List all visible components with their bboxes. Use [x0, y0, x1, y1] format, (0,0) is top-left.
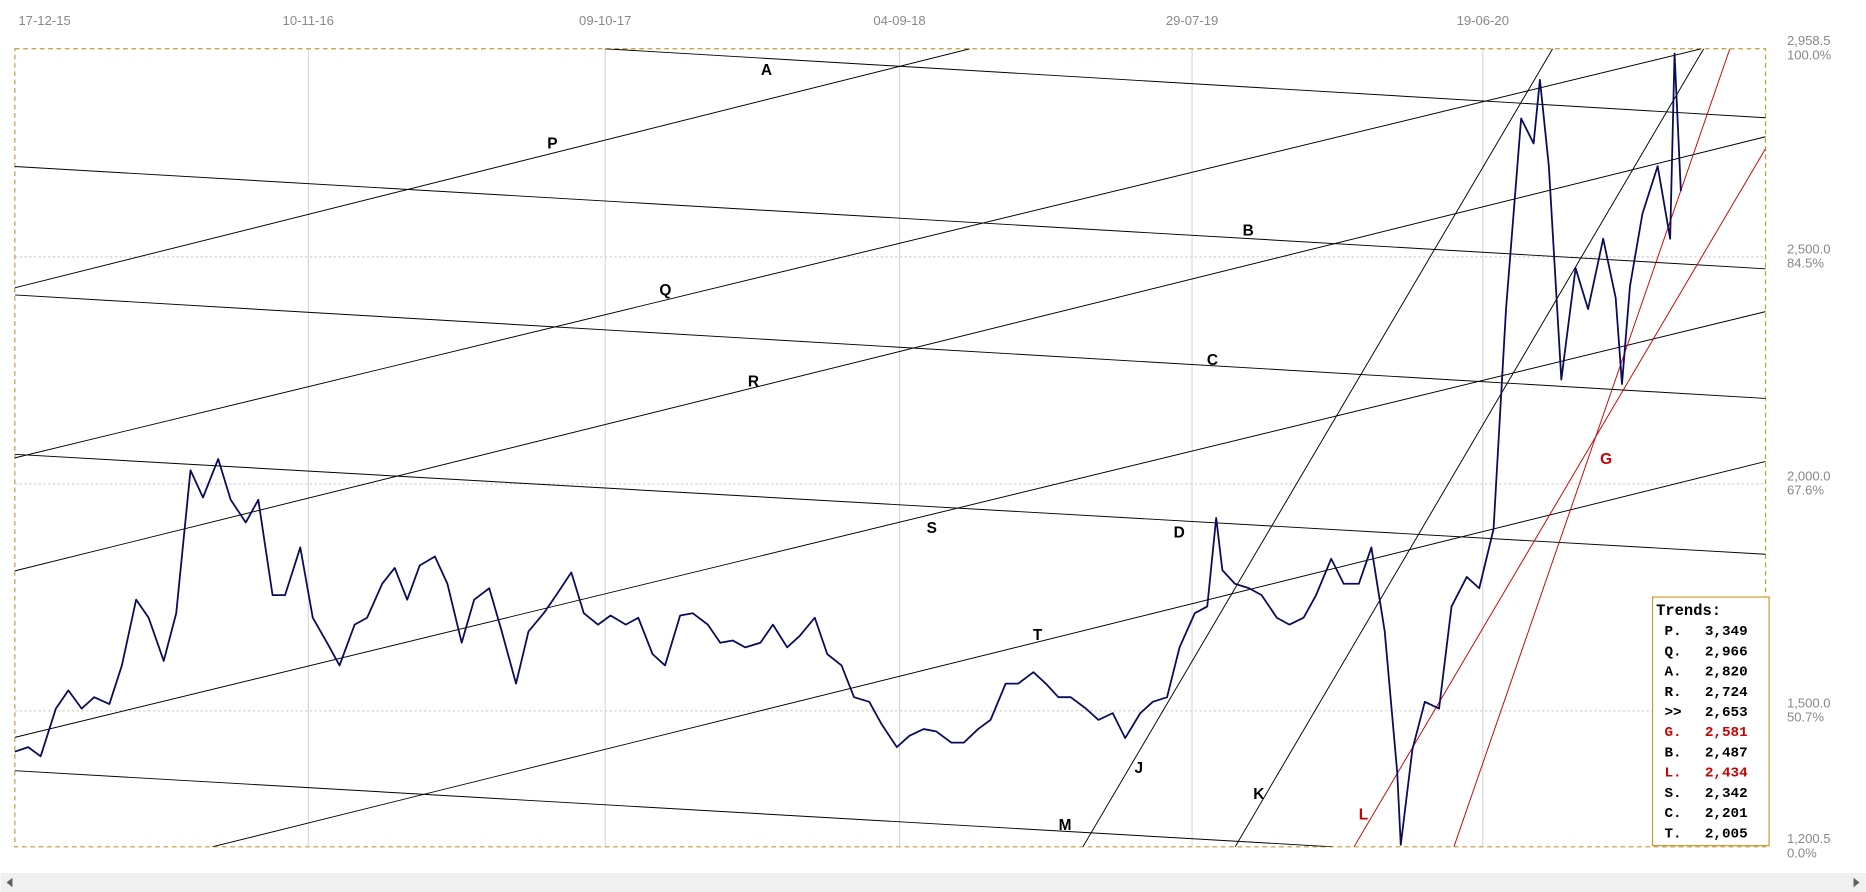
trend-name: >> — [1664, 705, 1681, 721]
scroll-left[interactable] — [6, 877, 13, 888]
trend-value: 2,342 — [1705, 786, 1748, 802]
trend-name: S. — [1664, 786, 1681, 802]
trend-value: 2,005 — [1705, 826, 1748, 842]
price — [14, 52, 1682, 846]
trendline-label: R — [748, 374, 759, 391]
trendline — [14, 48, 970, 289]
trendline-label: J — [1134, 760, 1143, 777]
x-tick-label: 29-07-19 — [1166, 13, 1218, 28]
trendline — [14, 136, 1766, 572]
trend-value: 2,434 — [1705, 766, 1748, 782]
y-tick-label: 1,200.5 — [1787, 831, 1831, 846]
x-tick-label: 17-12-15 — [18, 13, 70, 28]
trendline-label: P — [547, 136, 557, 153]
trend-name: C. — [1664, 806, 1681, 822]
trendline-label: T — [1033, 627, 1043, 644]
trendline-label: L — [1359, 806, 1368, 823]
scrollbar[interactable] — [0, 872, 1866, 892]
y-tick-percent: 84.5% — [1787, 256, 1824, 271]
trendlines — [14, 48, 1766, 847]
scrollbar-track[interactable] — [0, 872, 1866, 892]
trend-value: 2,581 — [1705, 725, 1748, 741]
y-tick-percent: 50.7% — [1787, 710, 1824, 725]
trendline-label: S — [927, 520, 937, 537]
trendline — [14, 311, 1766, 738]
grid — [14, 48, 1767, 848]
x-tick-label: 04-09-18 — [873, 13, 925, 28]
trendline-label: G — [1600, 451, 1612, 468]
trendline — [1234, 48, 1705, 847]
y-tick-label: 2,500.0 — [1787, 241, 1831, 256]
trend-name: Q. — [1664, 644, 1681, 660]
scroll-right[interactable] — [1853, 877, 1860, 888]
trendline — [14, 770, 1333, 847]
x-tick-label: 09-10-17 — [579, 13, 631, 28]
y-tick-percent: 0.0% — [1787, 846, 1817, 861]
trend-value: 2,820 — [1705, 665, 1748, 681]
trendline-label: Q — [659, 282, 671, 299]
trend-name: G. — [1664, 725, 1681, 741]
trendline-label: D — [1174, 525, 1185, 542]
trendline — [1082, 48, 1554, 847]
trend-value: 2,201 — [1705, 806, 1748, 822]
trendline — [14, 48, 1702, 459]
trend-value: 3,349 — [1705, 624, 1748, 640]
trend-value: 2,653 — [1705, 705, 1748, 721]
y-tick-percent: 100.0% — [1787, 47, 1832, 62]
price-line — [14, 52, 1682, 846]
trend-name: T. — [1664, 826, 1681, 842]
trend-box-frame — [1651, 596, 1770, 847]
trend-box-title: Trends: — [1656, 602, 1721, 620]
trendline — [14, 166, 1766, 270]
trendline-label: K — [1253, 786, 1265, 803]
trendline-label: C — [1207, 352, 1218, 369]
trendline-label: B — [1243, 222, 1254, 239]
trendline — [14, 294, 1766, 399]
trendline — [14, 453, 1766, 555]
y-tick-percent: 67.6% — [1787, 483, 1824, 498]
plot-frame — [14, 48, 1767, 848]
trend-name: L. — [1664, 766, 1681, 782]
trend-box: Trends: P. 3,349 Q. 2,966 A. 2,820 R. 2,724 >> 2,6… — [1651, 596, 1770, 847]
trendline — [1453, 48, 1731, 847]
y-tick-label: 2,958.5 — [1787, 33, 1831, 48]
trend-value: 2,966 — [1705, 644, 1748, 660]
trend-name: B. — [1664, 745, 1681, 761]
trend-name: A. — [1664, 665, 1681, 681]
trendline-label: A — [761, 62, 772, 79]
trendline — [1353, 148, 1766, 847]
x-tick-label: 19-06-20 — [1457, 13, 1509, 28]
y-tick-label: 2,000.0 — [1787, 468, 1831, 483]
trend-value: 2,724 — [1705, 685, 1748, 701]
y-tick-label: 1,500.0 — [1787, 695, 1831, 710]
x-tick-label: 10-11-16 — [283, 13, 334, 28]
trendline — [212, 460, 1766, 847]
trendline-label: M — [1059, 817, 1072, 834]
trend-name: P. — [1664, 624, 1681, 640]
labels: 17-12-15 10-11-16 09-10-17 04-09-18 29-07-19… — [18, 13, 1831, 861]
trend-value: 2,487 — [1705, 745, 1748, 761]
trend-name: R. — [1664, 685, 1681, 701]
trendline — [604, 48, 1766, 119]
